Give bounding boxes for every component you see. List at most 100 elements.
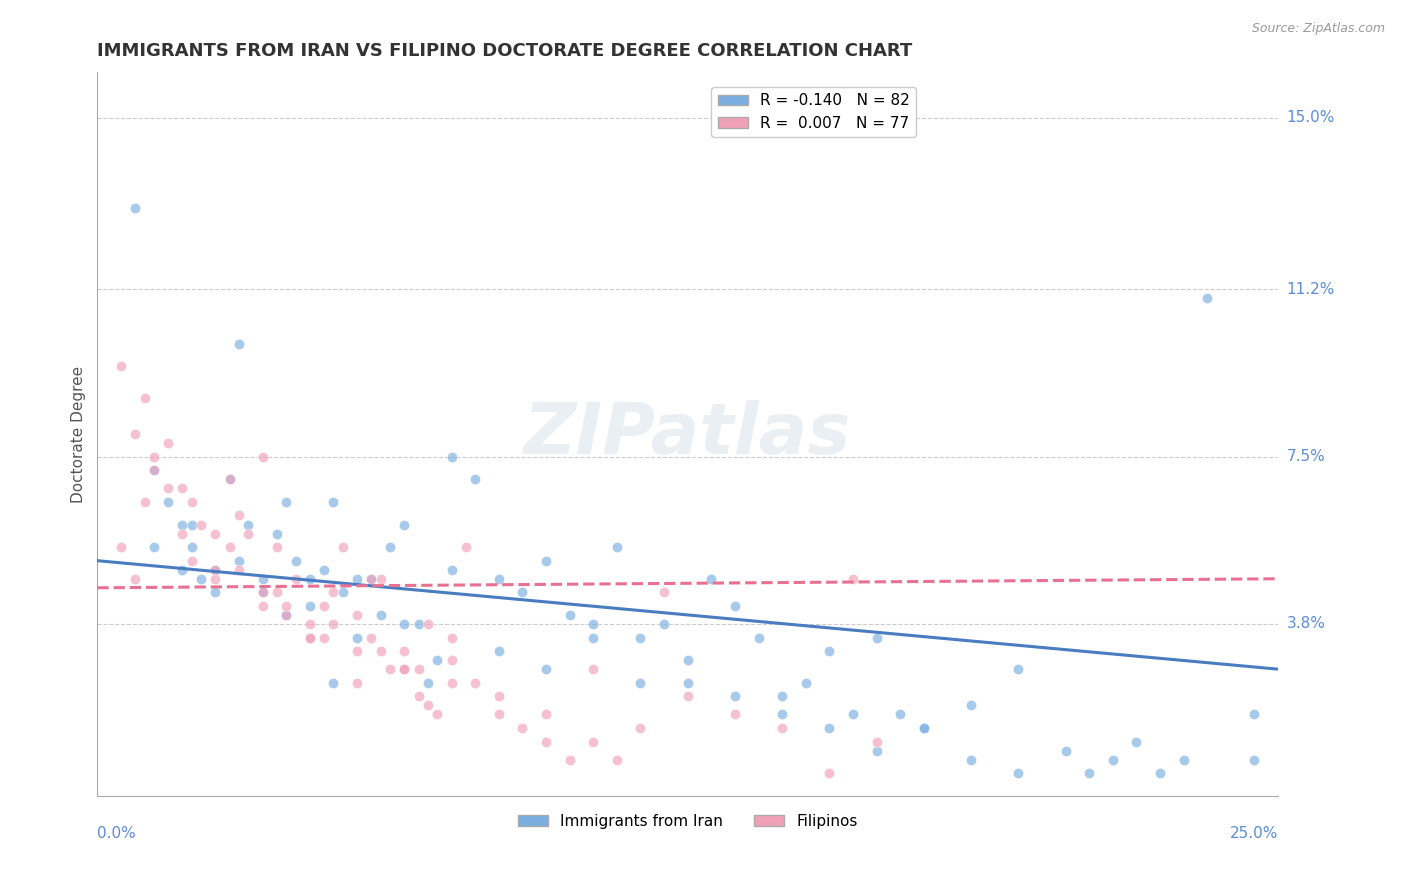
Point [534, 662, 557, 676]
Point [652, 617, 675, 632]
Y-axis label: Doctorate Degree: Doctorate Degree [72, 366, 86, 503]
Point [143, 450, 166, 464]
Point [1007, 662, 1029, 676]
Point [322, 495, 344, 509]
Point [1007, 766, 1029, 780]
Point [322, 675, 344, 690]
Point [180, 540, 202, 554]
Point [204, 526, 226, 541]
Point [110, 540, 132, 554]
Point [312, 631, 335, 645]
Point [440, 563, 463, 577]
Point [252, 450, 274, 464]
Point [842, 572, 865, 586]
Text: Source: ZipAtlas.com: Source: ZipAtlas.com [1251, 22, 1385, 36]
Point [676, 653, 699, 667]
Point [534, 707, 557, 722]
Point [370, 572, 392, 586]
Point [322, 585, 344, 599]
Point [606, 753, 628, 767]
Point [865, 734, 887, 748]
Point [426, 707, 449, 722]
Point [228, 554, 250, 568]
Point [630, 675, 652, 690]
Point [534, 554, 557, 568]
Point [360, 631, 382, 645]
Point [582, 631, 605, 645]
Point [298, 599, 321, 613]
Point [252, 585, 274, 599]
Point [582, 662, 605, 676]
Point [865, 631, 887, 645]
Point [266, 585, 288, 599]
Point [889, 707, 911, 722]
Point [1101, 753, 1123, 767]
Point [346, 644, 368, 658]
Point [512, 721, 534, 735]
Point [143, 463, 166, 477]
Text: ZIPatlas: ZIPatlas [524, 400, 852, 468]
Point [912, 721, 935, 735]
Point [842, 707, 865, 722]
Point [346, 572, 368, 586]
Point [426, 653, 449, 667]
Point [488, 572, 510, 586]
Point [582, 617, 605, 632]
Point [157, 495, 180, 509]
Point [394, 662, 416, 676]
Point [378, 662, 401, 676]
Point [378, 540, 401, 554]
Text: 15.0%: 15.0% [1286, 110, 1334, 125]
Point [770, 707, 793, 722]
Point [488, 707, 510, 722]
Point [440, 631, 463, 645]
Point [180, 495, 202, 509]
Point [204, 563, 226, 577]
Point [332, 585, 354, 599]
Point [512, 585, 534, 599]
Point [582, 734, 605, 748]
Point [360, 572, 382, 586]
Point [770, 721, 793, 735]
Point [488, 690, 510, 704]
Legend: Immigrants from Iran, Filipinos: Immigrants from Iran, Filipinos [512, 808, 865, 835]
Text: 11.2%: 11.2% [1286, 282, 1334, 297]
Point [204, 563, 226, 577]
Point [238, 517, 260, 532]
Point [1078, 766, 1101, 780]
Point [322, 617, 344, 632]
Point [534, 734, 557, 748]
Point [204, 572, 226, 586]
Point [700, 572, 723, 586]
Point [408, 662, 430, 676]
Point [1125, 734, 1147, 748]
Point [794, 675, 817, 690]
Point [284, 554, 307, 568]
Point [360, 572, 382, 586]
Point [228, 508, 250, 523]
Point [228, 563, 250, 577]
Point [252, 585, 274, 599]
Point [190, 572, 212, 586]
Point [440, 653, 463, 667]
Point [298, 572, 321, 586]
Point [960, 698, 983, 713]
Point [266, 540, 288, 554]
Point [1197, 292, 1219, 306]
Point [724, 690, 747, 704]
Text: 7.5%: 7.5% [1286, 450, 1324, 464]
Point [818, 721, 841, 735]
Point [276, 607, 298, 622]
Point [394, 517, 416, 532]
Point [110, 359, 132, 374]
Point [676, 675, 699, 690]
Point [408, 690, 430, 704]
Point [370, 607, 392, 622]
Point [865, 743, 887, 757]
Point [676, 690, 699, 704]
Point [252, 572, 274, 586]
Point [748, 631, 770, 645]
Point [454, 540, 477, 554]
Point [134, 391, 156, 405]
Point [416, 617, 439, 632]
